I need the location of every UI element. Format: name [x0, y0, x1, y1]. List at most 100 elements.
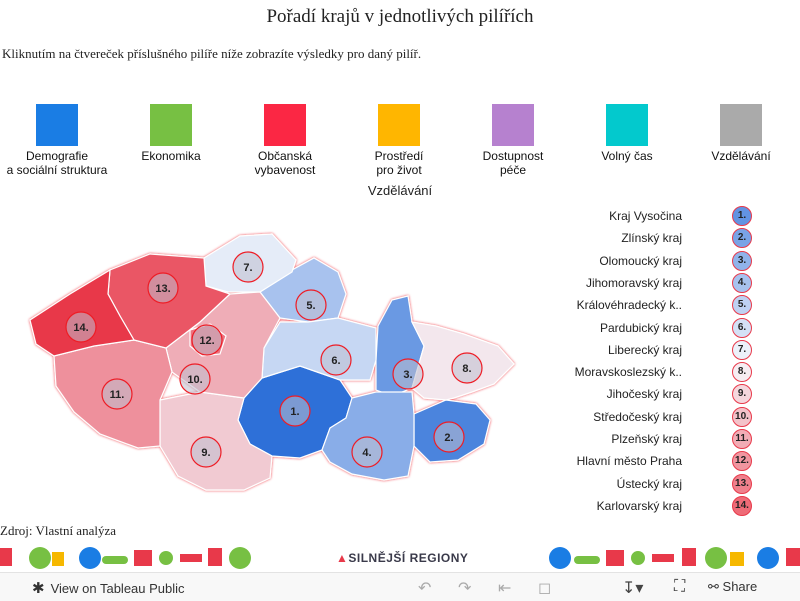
rank-badge: 9. — [732, 384, 752, 405]
brand-logo: ▲SILNĚJŠÍ REGIONY — [336, 551, 468, 565]
region-rank-marker[interactable] — [65, 311, 97, 343]
right-icon-group — [549, 547, 800, 569]
region-rank-label: 13. — [155, 283, 170, 295]
ranking-row[interactable]: Jihočeský kraj 9. — [540, 383, 800, 405]
water-icon — [549, 547, 571, 569]
share-button[interactable]: ⚯ Share — [708, 579, 757, 595]
rank-badge: 1. — [732, 206, 752, 226]
region-name: Kraj Vysočina — [609, 209, 682, 223]
region-name: Liberecký kraj — [607, 342, 682, 357]
pillar-square[interactable] — [264, 104, 306, 146]
ranking-row[interactable]: Plzeňský kraj 11. — [540, 428, 800, 450]
fullscreen-icon[interactable]: ⛶ — [674, 578, 686, 595]
ranking-row[interactable]: Zlínský kraj 2. — [540, 227, 800, 249]
region-rank-label: 10. — [187, 374, 202, 386]
ranking-row[interactable]: Středočeský kraj 10. — [540, 406, 800, 428]
czech-regions-map: 1. 2. 3. 4. 5. 6. 7. 8. 9. 10. 11. 12. 13. 14. — [29, 233, 515, 491]
rank-badge: 13. — [732, 473, 752, 494]
undo-icon[interactable]: ↶ — [418, 580, 432, 597]
region-name: Karlovarský kraj — [596, 498, 682, 513]
pillar-4[interactable]: Prostředí pro život — [334, 104, 464, 177]
tram-icon — [208, 548, 222, 566]
brand-text: SILNĚJŠÍ REGIONY — [348, 551, 469, 565]
ranking-row[interactable]: Karlovarský kraj 14. — [540, 495, 800, 517]
ranking-row[interactable]: Olomoucký kraj 3. — [540, 250, 800, 272]
pillar-square[interactable] — [606, 104, 648, 146]
pillar-6[interactable]: Volný čas — [562, 104, 692, 163]
pillar-2[interactable]: Ekonomika — [106, 104, 236, 163]
view-on-tableau-link[interactable]: ✱ View on Tableau Public — [32, 579, 185, 597]
region-shape[interactable] — [321, 391, 415, 481]
bench-icon — [134, 550, 152, 566]
ranking-row[interactable]: Jihomoravský kraj 4. — [540, 272, 800, 294]
region-rank-label: 6. — [331, 355, 340, 367]
gear-icon — [631, 551, 645, 565]
region-name: Středočeský kraj — [593, 409, 682, 424]
source-note: Zdroj: Vlastní analýza — [0, 523, 117, 538]
tableau-icon: ✱ — [32, 580, 45, 597]
region-rank-label: 11. — [110, 389, 125, 401]
region-rank-marker[interactable] — [433, 421, 465, 453]
region-rank-marker[interactable] — [232, 251, 264, 283]
download-icon[interactable]: ↧▾ — [622, 580, 644, 597]
pillar-square[interactable] — [720, 104, 762, 146]
region-rank-label: 7. — [243, 262, 252, 274]
pillar-square[interactable] — [492, 104, 534, 146]
bus-icon — [786, 548, 800, 566]
region-name: Ústecký kraj — [616, 476, 682, 491]
region-rank-marker[interactable] — [101, 378, 133, 410]
rank-badge: 2. — [732, 228, 752, 249]
ranking-row[interactable]: Královéhradecký k.. 5. — [540, 294, 800, 316]
region-name: Olomoucký kraj — [599, 253, 682, 268]
ranking-row[interactable]: Liberecký kraj 7. — [540, 339, 800, 361]
rank-badge: 6. — [732, 317, 752, 338]
region-rank-marker[interactable] — [295, 289, 327, 321]
car-icon — [574, 556, 600, 564]
water-icon — [79, 547, 101, 569]
region-rank-label: 14. — [73, 322, 88, 334]
pillar-3[interactable]: Občanská vybavenost — [220, 104, 350, 177]
pillar-label: Demografie a sociální struktura — [6, 149, 108, 177]
region-rank-marker[interactable] — [191, 324, 223, 356]
region-rank-marker[interactable] — [392, 358, 424, 390]
car-icon — [102, 556, 128, 564]
region-rank-label: 9. — [201, 447, 210, 459]
region-shape[interactable] — [261, 317, 377, 381]
building-icon — [52, 552, 64, 566]
revert-icon[interactable]: ⇤ — [498, 580, 512, 597]
left-icon-group — [0, 547, 251, 569]
pillar-square[interactable] — [378, 104, 420, 146]
share-label: Share — [722, 579, 758, 594]
rank-badge: 8. — [732, 362, 752, 383]
page-title: Pořadí krajů v jednotlivých pilířích — [266, 6, 534, 27]
pillar-square[interactable] — [150, 104, 192, 146]
fence-icon — [180, 554, 202, 562]
rank-badge: 3. — [732, 250, 752, 271]
ranking-row[interactable]: Moravskoslezský k.. 8. — [540, 361, 800, 383]
region-name: Jihočeský kraj — [606, 387, 682, 402]
pillar-7[interactable]: Vzdělávání — [676, 104, 800, 163]
region-name: Moravskoslezský k.. — [574, 365, 682, 380]
pause-icon[interactable]: ◻ — [538, 580, 552, 597]
redo-icon[interactable]: ↷ — [458, 580, 472, 597]
region-rank-marker[interactable] — [279, 395, 311, 427]
pillar-1[interactable]: Demografie a sociální struktura — [0, 104, 122, 177]
ranking-row[interactable]: Ústecký kraj 13. — [540, 473, 800, 495]
region-rank-marker[interactable] — [351, 436, 383, 468]
globe-icon — [705, 547, 727, 569]
pillar-square[interactable] — [36, 104, 78, 146]
region-rank-marker[interactable] — [451, 352, 483, 384]
region-rank-marker[interactable] — [320, 344, 352, 376]
ranking-row[interactable]: Kraj Vysočina 1. — [540, 205, 800, 227]
region-rank-marker[interactable] — [147, 272, 179, 304]
tram-icon — [682, 548, 696, 566]
ranking-row[interactable]: Pardubický kraj 6. — [540, 317, 800, 339]
bench-icon — [606, 550, 624, 566]
pillar-label: Ekonomika — [141, 149, 201, 163]
region-rank-marker[interactable] — [179, 363, 211, 395]
globe-icon — [229, 547, 251, 569]
ranking-row[interactable]: Hlavní město Praha 12. — [540, 450, 800, 472]
region-rank-marker[interactable] — [190, 436, 222, 468]
pillar-5[interactable]: Dostupnost péče — [448, 104, 578, 177]
pillar-label: Volný čas — [601, 149, 653, 163]
